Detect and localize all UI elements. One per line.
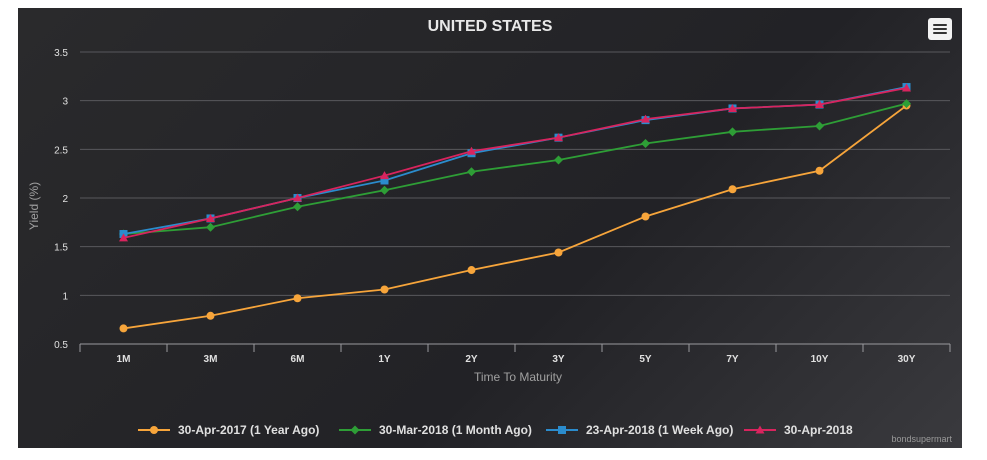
- legend-label: 23-Apr-2018 (1 Week Ago): [586, 423, 733, 437]
- x-tick-label: 3Y: [552, 354, 565, 365]
- legend-label: 30-Apr-2018: [784, 423, 853, 437]
- data-point: [815, 121, 824, 131]
- data-point: [380, 185, 389, 195]
- line-chart: UNITED STATES 0.5 1 1.5 2 2.5 3 3.5 1M 3M 6M 1Y 2Y…: [27, 18, 951, 437]
- x-tick-label: 7Y: [726, 354, 739, 365]
- y-tick-label: 0.5: [54, 340, 68, 351]
- series-line: [123, 87, 907, 239]
- data-point: [641, 212, 650, 221]
- legend-item[interactable]: 23-Apr-2018 (1 Week Ago): [546, 423, 733, 437]
- series: [119, 83, 911, 333]
- data-point: [293, 202, 302, 212]
- data-point: [467, 266, 476, 275]
- legend-marker: [350, 425, 360, 435]
- chart-credit[interactable]: bondsupermart: [891, 434, 952, 444]
- data-point: [728, 127, 737, 137]
- x-tick-label: 1Y: [378, 354, 391, 365]
- x-axis: 1M 3M 6M 1Y 2Y 3Y 5Y 7Y 10Y 30Y: [79, 343, 951, 365]
- data-point: [206, 213, 215, 222]
- data-point: [641, 114, 650, 123]
- data-point: [554, 155, 563, 165]
- data-point: [293, 193, 302, 202]
- data-point: [554, 248, 563, 257]
- x-tick-label: 2Y: [465, 354, 478, 365]
- series-2: [119, 99, 911, 239]
- legend: 30-Apr-2017 (1 Year Ago) 30-Mar-2018 (1 M…: [138, 423, 853, 437]
- data-point: [902, 99, 911, 109]
- series-line: [123, 102, 907, 235]
- x-axis-title: Time To Maturity: [474, 370, 562, 384]
- data-point: [467, 146, 476, 155]
- legend-label: 30-Apr-2017 (1 Year Ago): [178, 423, 319, 437]
- data-point: [119, 233, 128, 242]
- data-point: [206, 311, 215, 320]
- x-tick-label: 6M: [291, 354, 305, 365]
- x-tick-label: 10Y: [811, 354, 829, 365]
- legend-marker: [150, 426, 158, 434]
- y-axis: 0.5 1 1.5 2 2.5 3 3.5: [54, 48, 68, 351]
- data-point: [206, 222, 215, 232]
- data-point: [380, 171, 389, 180]
- data-point: [554, 133, 563, 142]
- grid: [80, 51, 950, 345]
- series-1: [119, 101, 911, 333]
- chart-title: UNITED STATES: [428, 18, 553, 35]
- y-tick-label: 3.5: [54, 48, 68, 59]
- legend-item[interactable]: 30-Mar-2018 (1 Month Ago): [339, 423, 532, 437]
- data-point: [728, 103, 737, 112]
- legend-label: 30-Mar-2018 (1 Month Ago): [379, 423, 532, 437]
- x-tick-label: 5Y: [639, 354, 652, 365]
- data-point: [641, 138, 650, 148]
- data-point: [728, 185, 737, 194]
- hamburger-menu-icon[interactable]: [928, 18, 952, 40]
- x-tick-label: 30Y: [898, 354, 916, 365]
- data-point: [815, 100, 824, 109]
- y-tick-label: 1: [62, 291, 68, 302]
- legend-item[interactable]: 30-Apr-2018: [744, 423, 853, 437]
- series-4: [119, 83, 911, 242]
- y-axis-title: Yield (%): [27, 182, 41, 230]
- data-point: [380, 176, 389, 185]
- y-tick-label: 3: [62, 97, 68, 108]
- legend-item[interactable]: 30-Apr-2017 (1 Year Ago): [138, 423, 319, 437]
- chart-panel: UNITED STATES 0.5 1 1.5 2 2.5 3 3.5 1M 3M 6M 1Y 2Y…: [18, 8, 962, 448]
- data-point: [467, 167, 476, 177]
- data-point: [293, 294, 302, 303]
- legend-marker: [558, 426, 566, 434]
- y-tick-label: 1.5: [54, 243, 68, 254]
- x-tick-label: 1M: [117, 354, 131, 365]
- data-point: [380, 285, 389, 294]
- data-point: [119, 324, 128, 333]
- y-tick-label: 2.5: [54, 145, 68, 156]
- y-tick-label: 2: [62, 194, 68, 205]
- x-tick-label: 3M: [204, 354, 218, 365]
- legend-marker: [755, 425, 765, 434]
- data-point: [902, 83, 911, 92]
- series-line: [123, 104, 908, 330]
- data-point: [815, 166, 824, 175]
